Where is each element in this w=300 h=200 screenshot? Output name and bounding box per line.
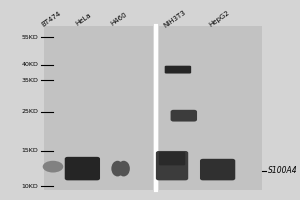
Text: S100A4: S100A4 xyxy=(268,166,297,175)
FancyBboxPatch shape xyxy=(171,110,197,122)
Text: 55KD: 55KD xyxy=(22,35,38,40)
Text: 35KD: 35KD xyxy=(21,78,38,83)
Text: HepG2: HepG2 xyxy=(207,10,230,28)
Ellipse shape xyxy=(43,161,63,173)
FancyBboxPatch shape xyxy=(200,159,235,180)
FancyBboxPatch shape xyxy=(159,26,262,190)
Text: BT474: BT474 xyxy=(40,10,62,28)
Text: H460: H460 xyxy=(110,11,128,27)
FancyBboxPatch shape xyxy=(156,151,188,180)
Text: 40KD: 40KD xyxy=(21,62,38,67)
FancyBboxPatch shape xyxy=(65,157,100,180)
FancyBboxPatch shape xyxy=(165,66,191,74)
Text: NIH3T3: NIH3T3 xyxy=(163,9,187,29)
Ellipse shape xyxy=(111,161,124,176)
Text: HeLa: HeLa xyxy=(75,12,92,27)
Ellipse shape xyxy=(118,161,130,176)
Text: 25KD: 25KD xyxy=(21,109,38,114)
Text: 10KD: 10KD xyxy=(22,184,38,189)
Text: 15KD: 15KD xyxy=(22,148,38,153)
FancyBboxPatch shape xyxy=(44,26,153,190)
FancyBboxPatch shape xyxy=(159,152,185,165)
